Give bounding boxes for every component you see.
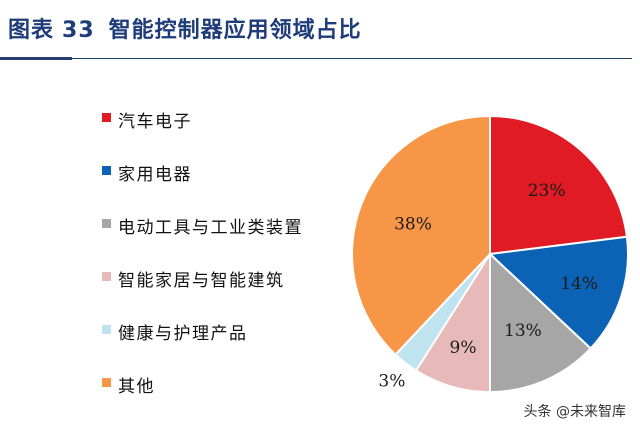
pie-data-label: 9%: [450, 338, 477, 358]
legend-swatch: [102, 113, 111, 122]
figure-number: 33: [62, 18, 95, 43]
legend-swatch: [102, 325, 111, 334]
figure-label: 图表: [8, 18, 55, 43]
legend-swatch: [102, 378, 111, 387]
figure-title: 图表 33 智能控制器应用领域占比: [8, 12, 362, 44]
pie-data-label: 38%: [394, 215, 432, 235]
pie-slice: [487, 235, 629, 350]
pie-data-label: 13%: [504, 321, 542, 341]
legend-swatch: [102, 219, 111, 228]
figure-header: 图表 33 智能控制器应用领域占比: [0, 0, 640, 60]
legend-label: 电动工具与工业类装置: [118, 218, 303, 238]
legend-swatch: [102, 272, 111, 281]
pie-data-label: 3%: [378, 372, 405, 392]
header-rule-accent: [0, 57, 72, 60]
legend-label: 其他: [118, 377, 155, 397]
pie-data-label: 23%: [528, 181, 566, 201]
header-rule: [0, 58, 632, 59]
legend-label: 健康与护理产品: [118, 324, 248, 344]
legend-swatch: [102, 166, 111, 175]
legend-label: 汽车电子: [118, 112, 192, 132]
pie-slice: [489, 251, 593, 394]
watermark: 头条 @未来智库: [523, 404, 626, 420]
legend-label: 智能家居与智能建筑: [118, 271, 285, 291]
pie-slice: [351, 114, 491, 357]
pie-slice: [489, 114, 629, 256]
legend-label: 家用电器: [118, 165, 192, 185]
pie-data-label: 14%: [560, 274, 598, 294]
chart-title: 智能控制器应用领域占比: [108, 18, 362, 43]
